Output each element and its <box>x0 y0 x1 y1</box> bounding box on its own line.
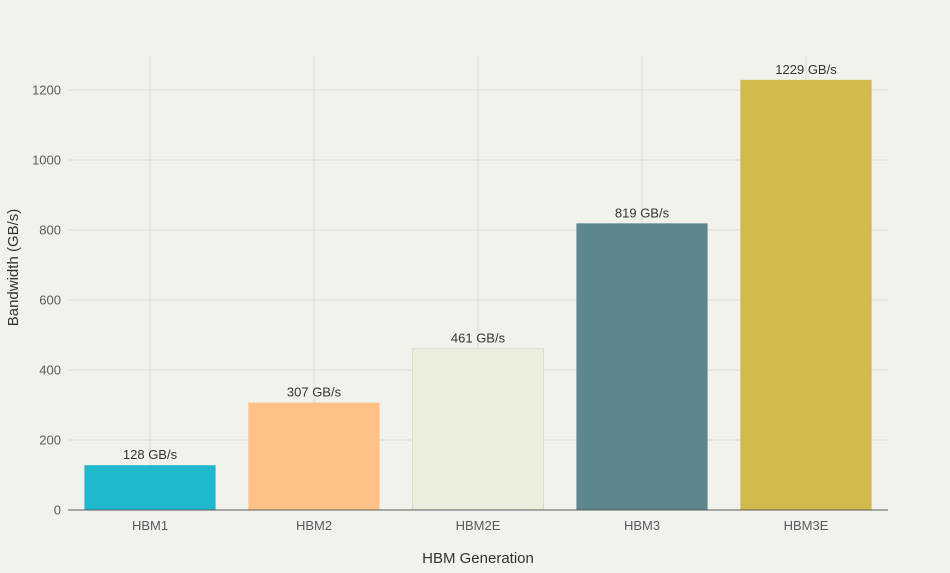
y-tick-label: 600 <box>39 293 61 308</box>
data-label-hbm2e: 461 GB/s <box>451 331 506 346</box>
x-tick-label-hbm2: HBM2 <box>296 518 332 533</box>
y-tick-labels: 0 200 400 600 800 1000 1200 <box>32 83 61 518</box>
y-tick-label: 200 <box>39 433 61 448</box>
x-tick-label-hbm2e: HBM2E <box>456 518 501 533</box>
bar-hbm3e <box>740 79 872 510</box>
x-tick-label-hbm3e: HBM3E <box>784 518 829 533</box>
y-axis-title: Bandwidth (GB/s) <box>5 209 22 327</box>
data-label-hbm3: 819 GB/s <box>615 205 670 220</box>
bar-hbm2e <box>411 348 545 511</box>
x-tick-label-hbm1: HBM1 <box>132 518 168 533</box>
data-labels: 128 GB/s 307 GB/s 461 GB/s 819 GB/s 1229 GB/… <box>123 62 837 462</box>
y-tick-label: 1000 <box>32 153 61 168</box>
y-tick-label: 1200 <box>32 83 61 98</box>
x-axis-title: HBM Generation <box>422 550 534 567</box>
x-tick-label-hbm3: HBM3 <box>624 518 660 533</box>
bar-hbm1 <box>84 465 216 510</box>
bars <box>84 79 872 511</box>
x-tick-labels: HBM1 HBM2 HBM2E HBM3 HBM3E <box>132 518 829 533</box>
bar-hbm2 <box>248 402 380 510</box>
y-tick-label: 800 <box>39 223 61 238</box>
y-tick-label: 0 <box>54 503 61 518</box>
data-label-hbm2: 307 GB/s <box>287 385 342 400</box>
data-label-hbm3e: 1229 GB/s <box>775 62 837 77</box>
bar-hbm3 <box>576 223 708 510</box>
y-tick-label: 400 <box>39 363 61 378</box>
data-label-hbm1: 128 GB/s <box>123 447 178 462</box>
